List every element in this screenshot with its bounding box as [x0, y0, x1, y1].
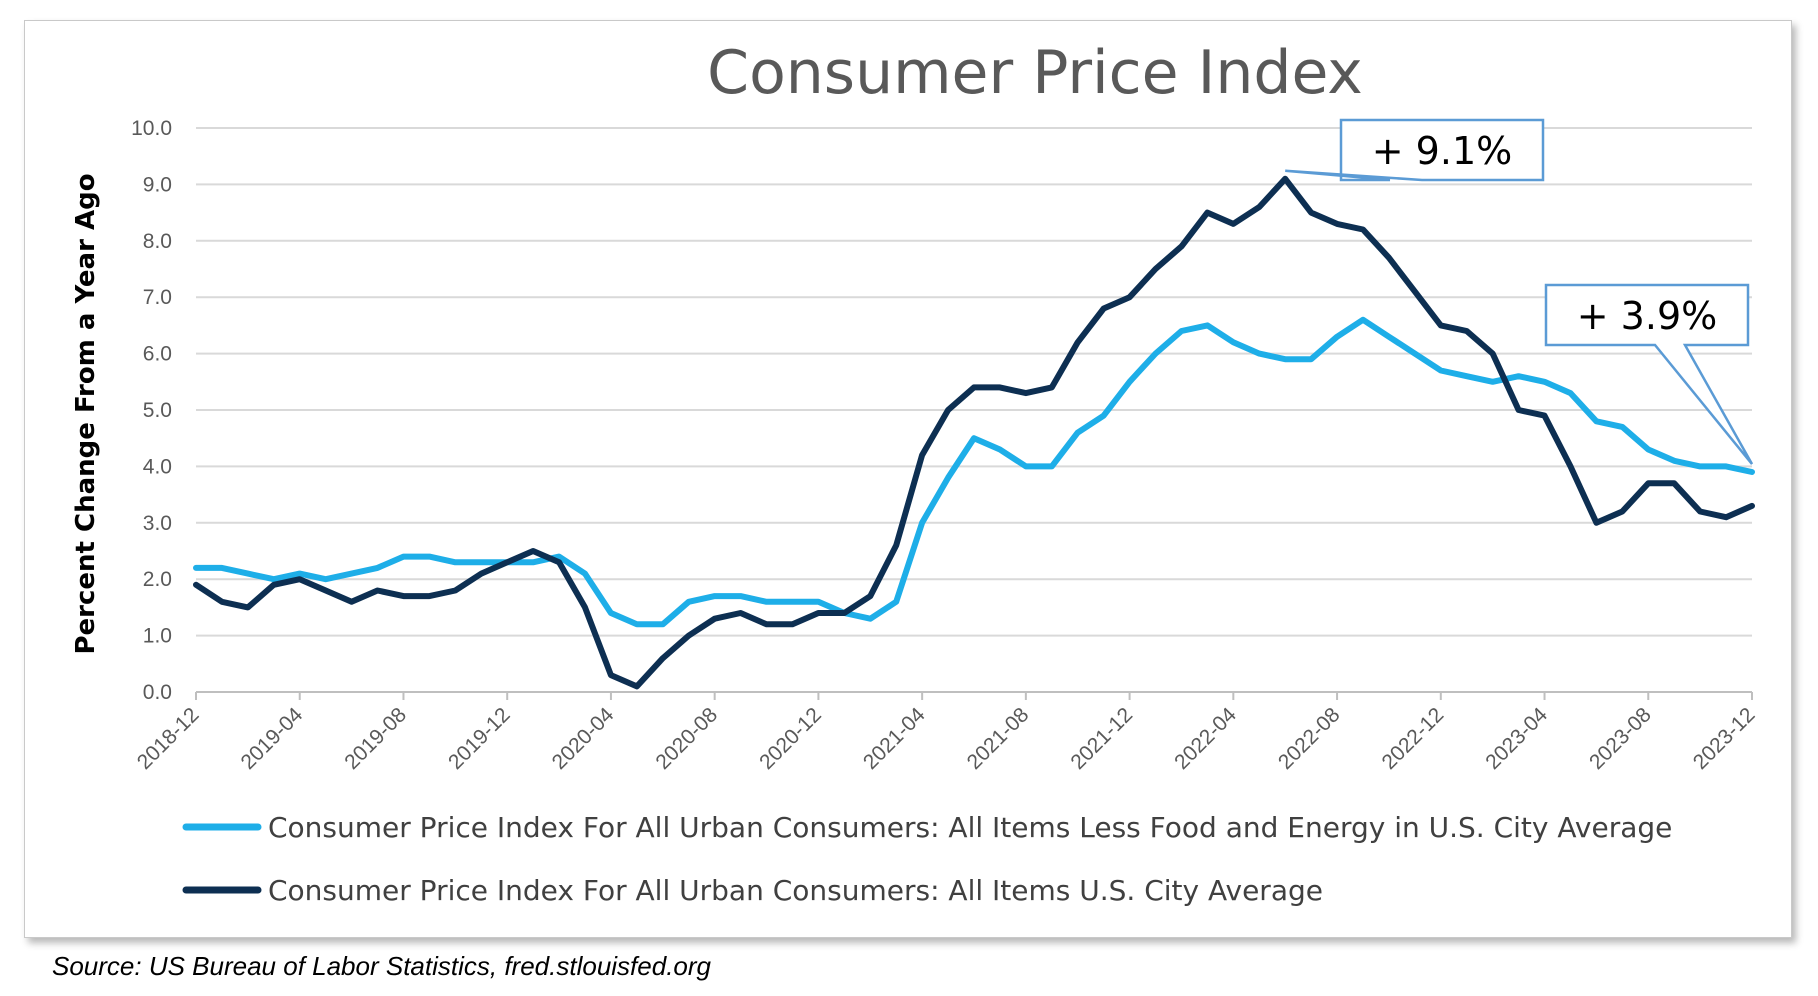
x-tick-labels: 2018-12 2019-04 2019-08 2019-12 2020-04 2020-… [133, 692, 1760, 774]
y-tick-label: 4.0 [143, 455, 172, 478]
legend-entry: Consumer Price Index For All Urban Consu… [182, 811, 1672, 844]
legend-entry: Consumer Price Index For All Urban Consu… [182, 874, 1323, 907]
legend-label: Consumer Price Index For All Urban Consu… [268, 874, 1323, 907]
legend: Consumer Price Index For All Urban Consu… [182, 811, 1672, 907]
x-tick-label: 2022-08 [1274, 703, 1345, 774]
x-tick-label: 2020-12 [755, 703, 826, 774]
x-tick-label: 2021-12 [1066, 703, 1137, 774]
series-lines [193, 175, 1755, 690]
callout-box [1544, 283, 1754, 465]
x-tick-label: 2020-04 [548, 703, 619, 774]
x-tick-label: 2019-12 [444, 703, 515, 774]
y-tick-label: 0.0 [143, 681, 172, 704]
y-tick-label: 6.0 [143, 343, 172, 366]
legend-label: Consumer Price Index For All Urban Consu… [268, 811, 1672, 844]
x-tick-label: 2018-12 [133, 703, 204, 774]
source-note: Source: US Bureau of Labor Statistics, f… [52, 951, 712, 981]
x-tick-label: 2020-08 [651, 703, 722, 774]
x-tick-label: 2023-04 [1481, 703, 1552, 774]
callout-label: + 3.9% [1577, 294, 1717, 338]
callout-box [1285, 118, 1545, 182]
y-axis-label: Percent Change From a Year Ago [71, 173, 101, 654]
chart-title: Consumer Price Index [707, 38, 1363, 108]
y-tick-label: 8.0 [143, 230, 172, 253]
x-tick-label: 2023-08 [1585, 703, 1656, 774]
callout-peak: + 9.1% [1285, 118, 1545, 182]
y-tick-label: 9.0 [143, 173, 172, 196]
callouts: + 9.1% + 3.9% [1285, 118, 1754, 465]
x-tick-label: 2022-12 [1378, 703, 1449, 774]
y-tick-label: 7.0 [143, 286, 172, 309]
x-tick-label: 2019-04 [237, 703, 308, 774]
series-line-core-cpi [193, 316, 1755, 628]
x-tick-label: 2019-08 [340, 703, 411, 774]
y-tick-labels: 0.0 1.0 2.0 3.0 4.0 5.0 6.0 7.0 8.0 9.0 10.0 [131, 117, 172, 704]
callout-label: + 9.1% [1372, 129, 1512, 173]
y-tick-label: 10.0 [131, 117, 172, 140]
x-tick-label: 2023-12 [1689, 703, 1760, 774]
y-tick-label: 2.0 [143, 568, 172, 591]
callout-latest: + 3.9% [1544, 283, 1754, 465]
y-tick-label: 5.0 [143, 399, 172, 422]
x-tick-label: 2022-04 [1170, 703, 1241, 774]
y-tick-label: 1.0 [143, 625, 172, 648]
y-tick-label: 3.0 [143, 512, 172, 535]
x-tick-label: 2021-04 [859, 703, 930, 774]
series-line-all-items-cpi [193, 175, 1755, 690]
x-tick-label: 2021-08 [963, 703, 1034, 774]
